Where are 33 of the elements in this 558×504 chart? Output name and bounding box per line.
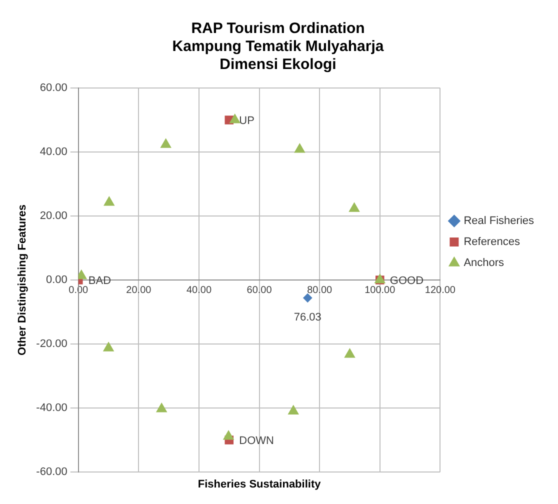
y-tick-label: 0.00 bbox=[46, 274, 68, 286]
legend-label: Real Fisheries bbox=[464, 215, 534, 228]
y-tick-label: -40.00 bbox=[36, 402, 68, 414]
y-axis-title: Other Distingishing Features bbox=[16, 204, 29, 356]
x-tick-label: 60.00 bbox=[246, 284, 272, 296]
point bbox=[294, 143, 305, 153]
annotation: UP bbox=[239, 115, 254, 128]
x-tick-label: 20.00 bbox=[126, 284, 152, 296]
chart-title: RAP Tourism Ordination Kampung Tematik Mulyaharja Dimensi Ekologi bbox=[172, 20, 384, 74]
point bbox=[223, 430, 234, 440]
point bbox=[288, 405, 299, 414]
legend-label: Anchors bbox=[464, 257, 505, 270]
y-tick-label: 20.00 bbox=[40, 210, 68, 222]
point bbox=[303, 293, 312, 302]
point bbox=[230, 114, 240, 124]
point bbox=[349, 202, 360, 212]
point bbox=[156, 402, 167, 412]
y-tick-label: -20.00 bbox=[36, 338, 68, 350]
legend-label: References bbox=[464, 236, 520, 248]
annotation: DOWN bbox=[239, 435, 274, 448]
annotation: 76.03 bbox=[294, 311, 322, 324]
point bbox=[103, 342, 114, 352]
x-tick-label: 40.00 bbox=[186, 284, 212, 296]
point bbox=[104, 196, 114, 206]
x-tick-label: 80.00 bbox=[307, 284, 333, 296]
x-tick-label: 100.00 bbox=[364, 284, 396, 296]
y-tick-label: 60.00 bbox=[40, 82, 68, 94]
y-tick-label: 40.00 bbox=[40, 146, 68, 158]
y-tick-label: -60.00 bbox=[36, 466, 68, 478]
point bbox=[160, 138, 172, 148]
x-axis-title: Fisheries Sustainability bbox=[198, 478, 322, 491]
x-tick-label: 120.00 bbox=[424, 284, 456, 296]
point bbox=[344, 348, 356, 358]
